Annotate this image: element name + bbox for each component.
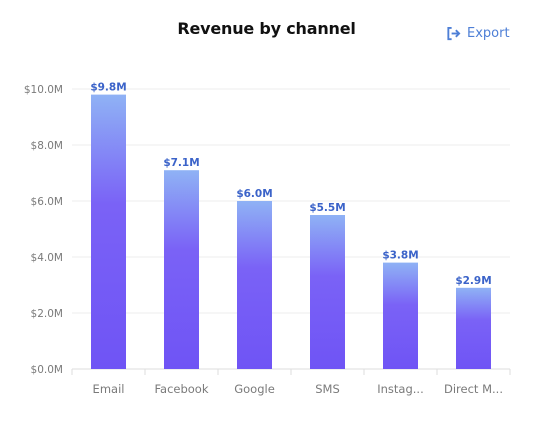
chart-title: Revenue by channel	[177, 19, 356, 38]
y-tick-label: $6.0M	[31, 196, 63, 208]
export-icon	[447, 26, 461, 40]
y-tick-label: $4.0M	[31, 252, 63, 264]
y-tick-label: $2.0M	[31, 308, 63, 320]
y-tick-label: $10.0M	[24, 84, 63, 96]
y-tick-label: $8.0M	[31, 140, 63, 152]
x-tick-label: SMS	[315, 382, 340, 396]
data-label: $7.1M	[163, 157, 199, 169]
label-layer: $0.0M $2.0M $4.0M $6.0M $8.0M $10.0M $9.8M Emai…	[24, 82, 503, 396]
x-tick-label: Google	[234, 382, 275, 396]
bar	[310, 215, 345, 369]
data-label: $9.8M	[90, 82, 126, 94]
export-button[interactable]: Export	[446, 22, 510, 44]
x-tick-label: Facebook	[154, 382, 208, 396]
export-label: Export	[467, 25, 510, 41]
data-label: $3.8M	[382, 250, 418, 262]
bar	[237, 201, 272, 369]
bar	[456, 287, 491, 369]
data-label: $2.9M	[455, 275, 491, 287]
bar	[383, 262, 418, 369]
bar-layer	[91, 94, 491, 369]
y-tick-label: $0.0M	[31, 364, 63, 376]
x-tick-label: Instag...	[377, 382, 424, 396]
x-tick-label: Direct M...	[444, 382, 503, 396]
bar	[91, 94, 126, 369]
bar	[164, 170, 199, 369]
grid-layer	[71, 88, 511, 375]
data-label: $6.0M	[236, 188, 272, 200]
data-label: $5.5M	[309, 202, 345, 214]
x-tick-label: Email	[93, 382, 125, 396]
